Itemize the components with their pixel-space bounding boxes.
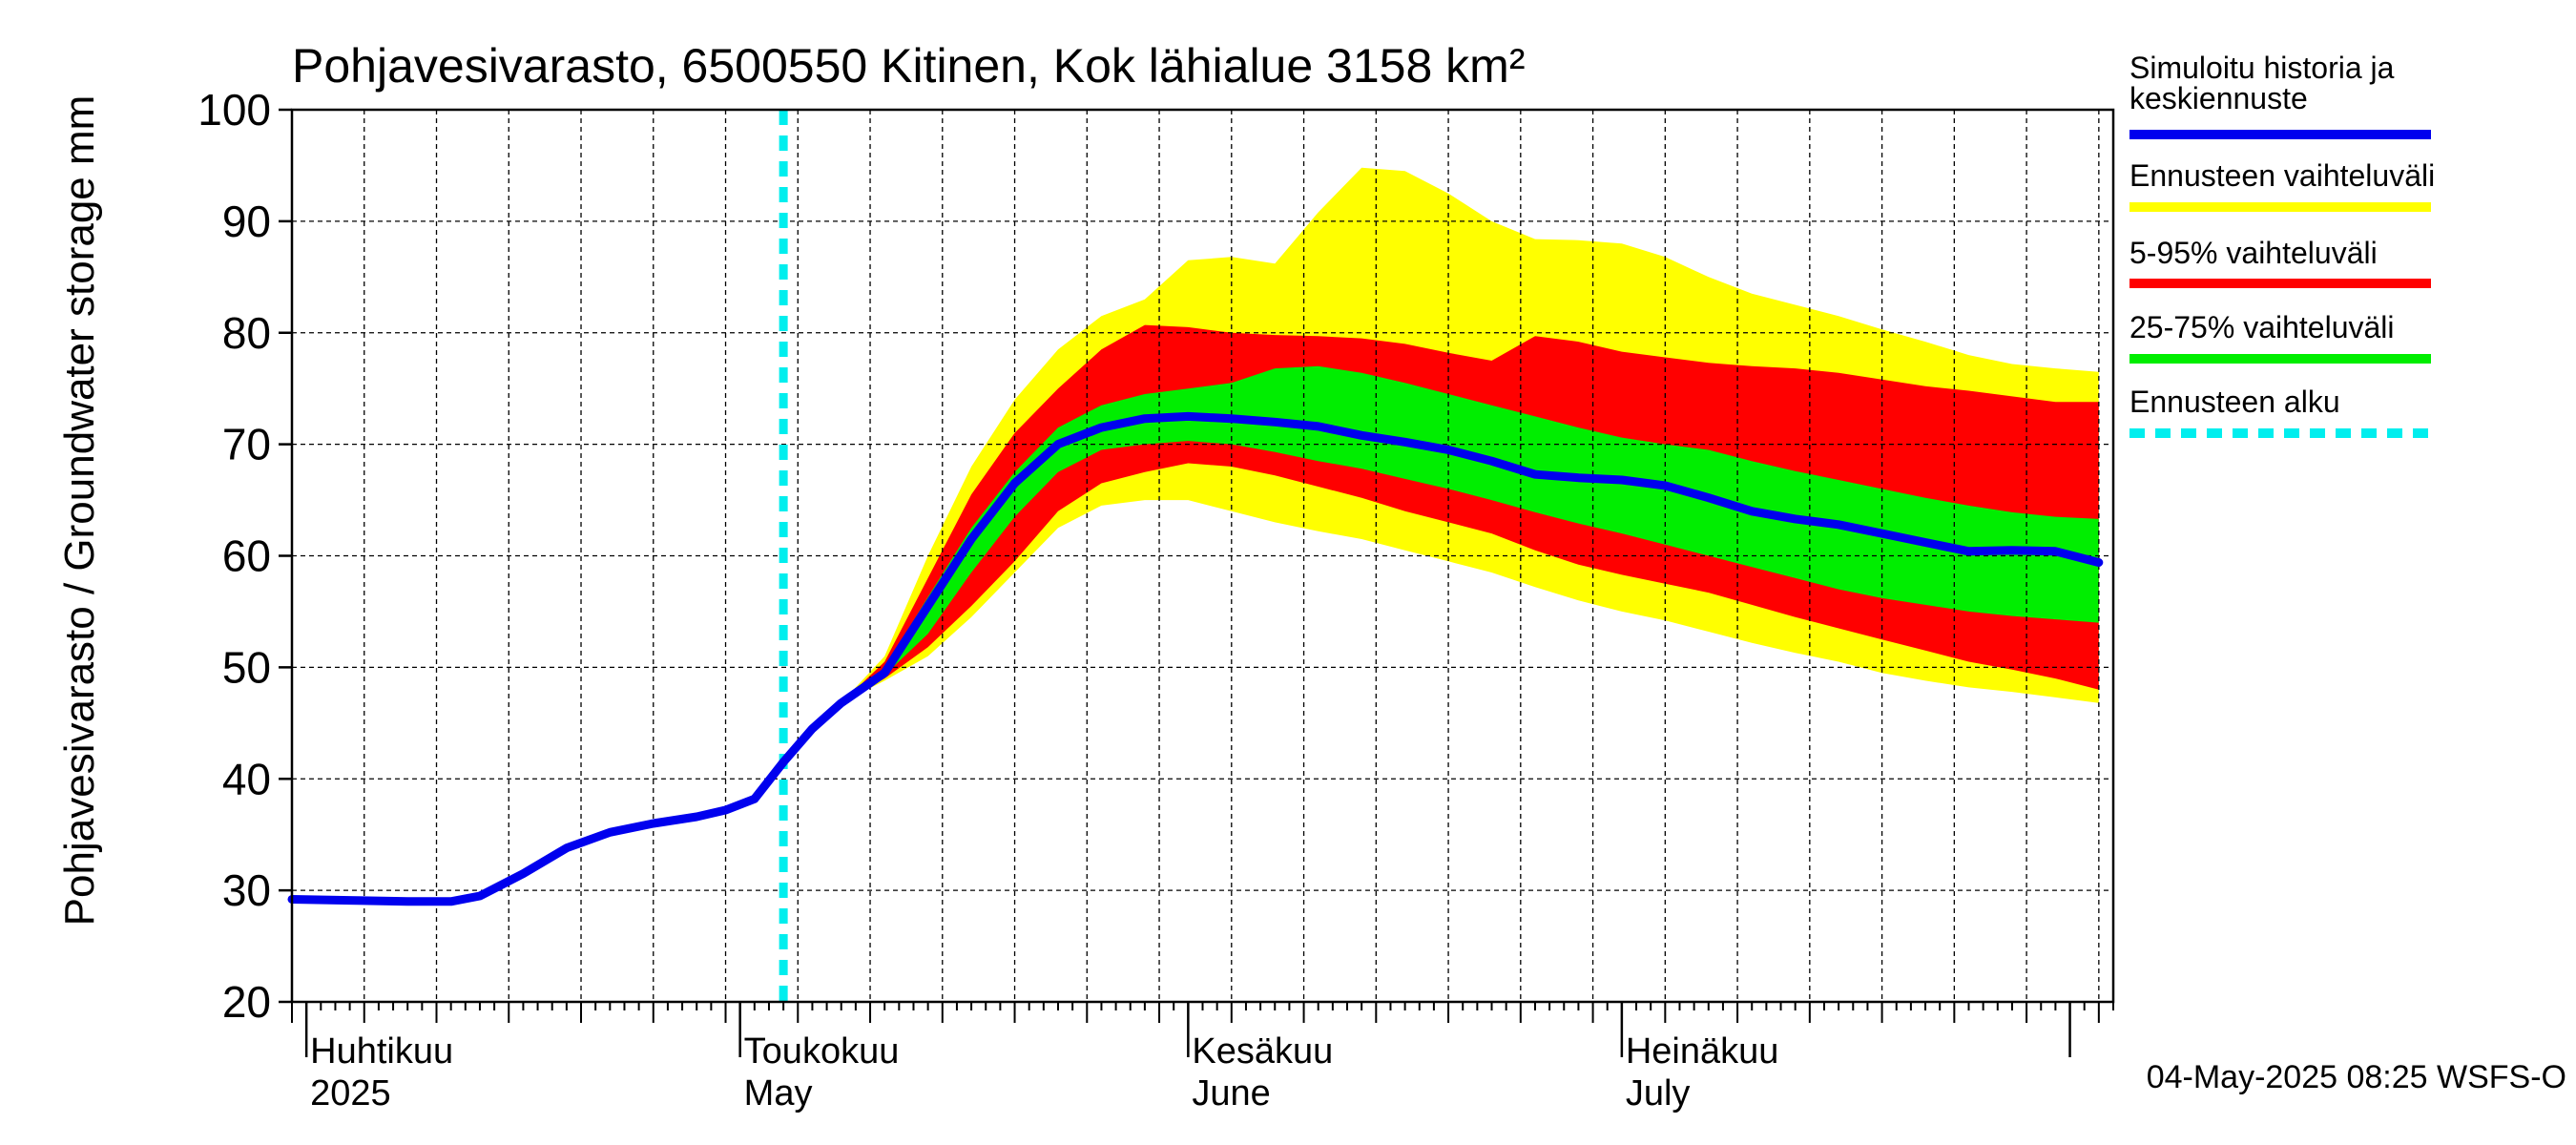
x-month-label: Heinäkuu (1626, 1031, 1779, 1072)
x-month-sublabel: July (1626, 1073, 1691, 1114)
x-month-label: Huhtikuu (310, 1031, 453, 1072)
legend-label: 5-95% vaihteluväli (2129, 236, 2378, 270)
y-tick-label: 70 (222, 420, 271, 469)
y-tick-label: 90 (222, 197, 271, 246)
legend-label: Ennusteen alku (2129, 385, 2340, 419)
x-month-label: Kesäkuu (1192, 1031, 1333, 1072)
y-tick-label: 20 (222, 977, 271, 1027)
chart-title: Pohjavesivarasto, 6500550 Kitinen, Kok l… (292, 39, 1525, 93)
y-tick-label: 80 (222, 308, 271, 358)
x-month-label: Toukokuu (744, 1031, 900, 1072)
legend-label: keskiennuste (2129, 81, 2308, 115)
median-forecast-line (287, 411, 2104, 906)
grid (292, 110, 2113, 1002)
y-tick-label: 40 (222, 754, 271, 803)
y-tick-label: 60 (222, 531, 271, 581)
plot-area (287, 110, 2113, 1004)
timestamp-footer: 04-May-2025 08:25 WSFS-O (2147, 1059, 2566, 1095)
legend-label: 25-75% vaihteluväli (2129, 310, 2395, 344)
x-month-sublabel: 2025 (310, 1073, 391, 1114)
y-tick-label: 50 (222, 642, 271, 692)
y-tick-label: 100 (197, 85, 271, 135)
y-tick-label: 30 (222, 865, 271, 915)
legend-label: Ennusteen vaihteluväli (2129, 158, 2435, 193)
x-month-sublabel: June (1192, 1073, 1270, 1114)
x-month-sublabel: May (744, 1073, 813, 1114)
legend-label: Simuloitu historia ja (2129, 51, 2395, 85)
y-axis-label: Pohjavesivarasto / Groundwater storage m… (56, 95, 103, 926)
